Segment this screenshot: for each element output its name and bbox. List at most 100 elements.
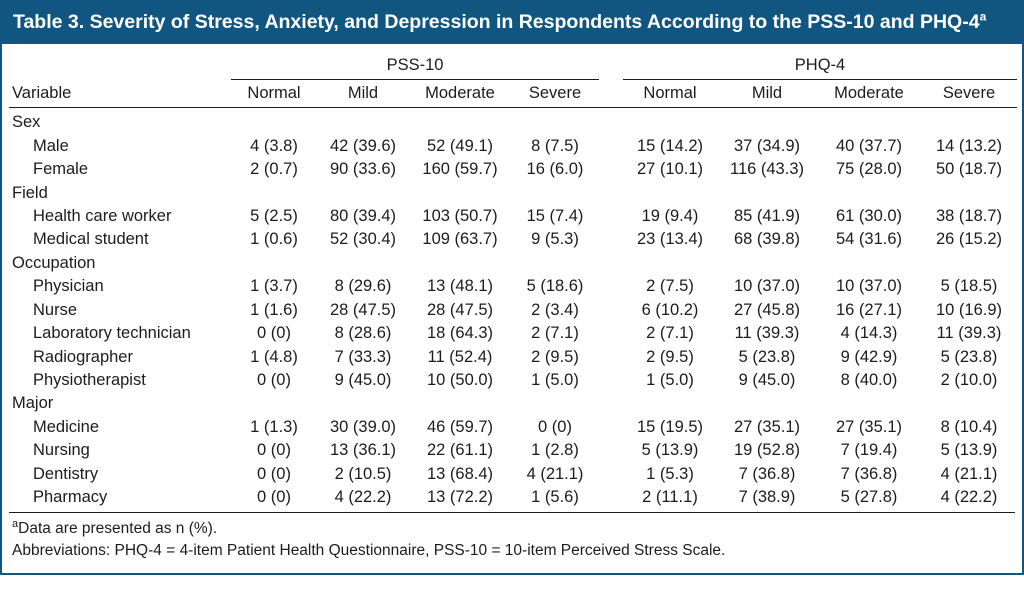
- table-row: Health care worker 5 (2.5) 80 (39.4) 103 (5…: [9, 205, 1017, 228]
- row-label: Physician: [33, 277, 104, 296]
- data-cell: 2 (7.1): [531, 324, 579, 343]
- data-cell: 7 (38.9): [738, 488, 796, 507]
- data-cell: 9 (45.0): [334, 371, 392, 390]
- table-row: Medicine 1 (1.3) 30 (39.0) 46 (59.7) 0 (0) 15…: [9, 416, 1017, 439]
- data-cell: 2 (9.5): [646, 347, 694, 366]
- table-body: Sex Male 4 (3.8) 42 (39.6) 52 (49.1) 8 (7.5) 1…: [9, 108, 1017, 510]
- data-cell: 1 (1.6): [250, 300, 298, 319]
- data-cell: 61 (30.0): [835, 206, 903, 225]
- data-cell: 6 (10.2): [641, 300, 699, 319]
- data-cell: 14 (13.2): [935, 136, 1003, 155]
- data-cell: 8 (10.4): [940, 417, 998, 436]
- table-row: Radiographer 1 (4.8) 7 (33.3) 11 (52.4) 2 (9…: [9, 346, 1017, 369]
- gap-cell: [599, 486, 623, 509]
- row-label: Dentistry: [33, 464, 99, 483]
- column-header-gap: [599, 79, 623, 109]
- data-cell: 16 (6.0): [526, 160, 584, 179]
- spanner-pss10: PSS-10: [231, 54, 599, 80]
- data-cell: 13 (72.2): [426, 488, 494, 507]
- table-row: Physician 1 (3.7) 8 (29.6) 13 (48.1) 5 (18.6…: [9, 275, 1017, 298]
- data-cell: 5 (18.6): [526, 277, 584, 296]
- data-cell: 15 (19.5): [636, 417, 704, 436]
- data-cell: 5 (18.5): [940, 277, 998, 296]
- gap-cell: [599, 439, 623, 462]
- data-cell: 52 (49.1): [426, 136, 494, 155]
- table-row: Laboratory technician 0 (0) 8 (28.6) 18 (64…: [9, 322, 1017, 345]
- section-label: Occupation: [12, 253, 96, 272]
- data-cell: 30 (39.0): [329, 417, 397, 436]
- section-row: Field: [9, 182, 1017, 205]
- row-label: Medical student: [33, 230, 149, 249]
- data-cell: 40 (37.7): [835, 136, 903, 155]
- table-row: Dentistry 0 (0) 2 (10.5) 13 (68.4) 4 (21.1) 1…: [9, 463, 1017, 486]
- data-cell: 9 (45.0): [738, 371, 796, 390]
- footnotes: aData are presented as n (%). Abbreviati…: [9, 511, 1015, 573]
- data-cell: 1 (2.8): [531, 441, 579, 460]
- gap-cell: [599, 416, 623, 439]
- data-cell: 1 (5.0): [646, 371, 694, 390]
- data-cell: 28 (47.5): [426, 300, 494, 319]
- data-cell: 16 (27.1): [835, 300, 903, 319]
- data-cell: 1 (5.0): [531, 371, 579, 390]
- column-header-variable: Variable: [9, 79, 231, 109]
- data-cell: 2 (3.4): [531, 300, 579, 319]
- data-cell: 37 (34.9): [733, 136, 801, 155]
- gap-cell: [599, 346, 623, 369]
- row-label: Radiographer: [33, 347, 133, 366]
- data-cell: 10 (16.9): [935, 300, 1003, 319]
- data-cell: 0 (0): [257, 371, 291, 390]
- data-cell: 8 (40.0): [840, 371, 898, 390]
- gap-cell: [599, 135, 623, 158]
- data-cell: 22 (61.1): [426, 441, 494, 460]
- table-row: Pharmacy 0 (0) 4 (22.2) 13 (72.2) 1 (5.6) 2 (…: [9, 486, 1017, 509]
- data-cell: 15 (14.2): [636, 136, 704, 155]
- data-cell: 2 (10.5): [334, 464, 392, 483]
- data-cell: 1 (1.3): [250, 417, 298, 436]
- data-cell: 9 (42.9): [840, 347, 898, 366]
- data-cell: 4 (21.1): [526, 464, 584, 483]
- data-cell: 5 (23.8): [738, 347, 796, 366]
- severity-table: PSS-10 PHQ-4 Variable Normal Mild Modera…: [9, 54, 1017, 509]
- data-cell: 46 (59.7): [426, 417, 494, 436]
- data-cell: 10 (37.0): [733, 277, 801, 296]
- row-label: Female: [33, 160, 89, 179]
- data-cell: 80 (39.4): [329, 206, 397, 225]
- data-cell: 19 (52.8): [733, 441, 801, 460]
- data-cell: 4 (3.8): [250, 136, 298, 155]
- data-cell: 18 (64.3): [426, 324, 494, 343]
- table-row: Physiotherapist 0 (0) 9 (45.0) 10 (50.0) 1 (…: [9, 369, 1017, 392]
- data-cell: 11 (39.3): [734, 324, 800, 343]
- data-cell: 23 (13.4): [636, 230, 704, 249]
- gap-cell: [599, 275, 623, 298]
- row-label: Male: [33, 136, 69, 155]
- data-cell: 8 (7.5): [531, 136, 579, 155]
- section-label: Major: [12, 394, 54, 413]
- data-cell: 1 (0.6): [250, 230, 298, 249]
- data-cell: 4 (21.1): [940, 464, 998, 483]
- column-header-pss-normal: Normal: [231, 79, 317, 109]
- data-cell: 109 (63.7): [422, 230, 498, 249]
- data-cell: 19 (9.4): [641, 206, 699, 225]
- spanner-gap-cell: [599, 54, 623, 79]
- column-header-pss-moderate: Moderate: [409, 79, 511, 109]
- table-3-container: Table 3. Severity of Stress, Anxiety, an…: [0, 0, 1024, 575]
- data-cell: 2 (11.1): [642, 488, 698, 507]
- gap-cell: [599, 369, 623, 392]
- spanner-empty-cell: [9, 54, 231, 79]
- data-cell: 7 (36.8): [738, 464, 796, 483]
- gap-cell: [599, 322, 623, 345]
- data-cell: 13 (68.4): [426, 464, 494, 483]
- data-cell: 5 (27.8): [840, 488, 898, 507]
- data-cell: 8 (28.6): [334, 324, 392, 343]
- data-cell: 9 (5.3): [531, 230, 579, 249]
- table-title-bar: Table 3. Severity of Stress, Anxiety, an…: [2, 2, 1022, 45]
- column-header-pss-severe: Severe: [511, 79, 599, 109]
- gap-cell: [599, 205, 623, 228]
- data-cell: 15 (7.4): [526, 206, 584, 225]
- column-header-row: Variable Normal Mild Moderate Severe Nor…: [9, 79, 1017, 109]
- row-label: Physiotherapist: [33, 371, 146, 390]
- table-title-text: Table 3. Severity of Stress, Anxiety, an…: [13, 11, 980, 33]
- data-cell: 116 (43.3): [730, 160, 804, 179]
- data-cell: 5 (13.9): [641, 441, 699, 460]
- gap-cell: [599, 463, 623, 486]
